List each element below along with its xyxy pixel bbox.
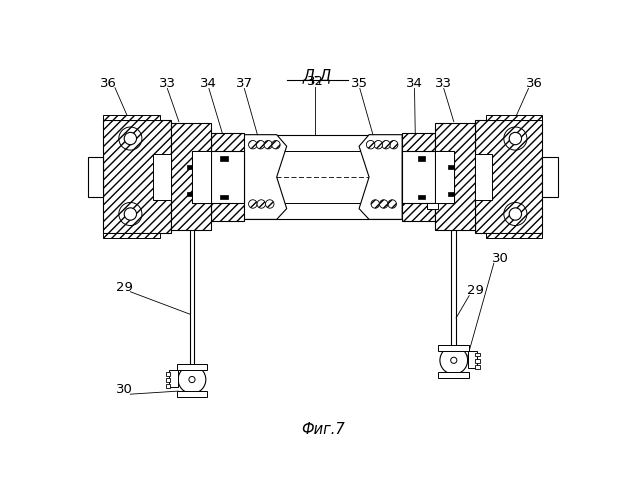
Bar (467, 351, 477, 368)
Bar (449, 164, 454, 168)
Text: 33: 33 (435, 76, 452, 90)
Text: 33: 33 (159, 76, 176, 90)
Circle shape (388, 200, 396, 208)
Circle shape (389, 140, 398, 149)
Circle shape (264, 140, 272, 149)
Text: 30: 30 (491, 252, 508, 265)
Polygon shape (486, 233, 542, 238)
Bar (186, 164, 192, 168)
Text: 36: 36 (526, 76, 543, 90)
Circle shape (249, 200, 257, 208)
Circle shape (504, 127, 527, 150)
Circle shape (379, 200, 388, 208)
Polygon shape (427, 203, 438, 209)
Polygon shape (88, 157, 103, 197)
Text: 34: 34 (406, 76, 423, 90)
Polygon shape (435, 151, 454, 203)
Circle shape (256, 140, 265, 149)
Circle shape (189, 376, 195, 382)
Polygon shape (402, 133, 435, 221)
Circle shape (178, 366, 206, 394)
Circle shape (119, 127, 142, 150)
Circle shape (367, 140, 375, 149)
Circle shape (440, 346, 467, 374)
Polygon shape (474, 154, 492, 200)
Text: 34: 34 (200, 76, 217, 90)
Bar (166, 384, 170, 388)
Circle shape (509, 208, 522, 220)
Bar (166, 378, 170, 382)
Text: 32: 32 (307, 75, 324, 88)
Bar (438, 372, 469, 378)
Polygon shape (435, 123, 474, 230)
Polygon shape (211, 151, 244, 203)
Bar (166, 372, 170, 376)
Bar (220, 156, 228, 161)
Polygon shape (359, 134, 402, 220)
Bar (475, 365, 480, 369)
Polygon shape (103, 116, 159, 120)
Circle shape (265, 200, 274, 208)
Text: 29: 29 (467, 284, 484, 298)
Text: Фиг.7: Фиг.7 (301, 422, 345, 437)
Polygon shape (103, 233, 159, 238)
Polygon shape (486, 116, 542, 120)
Circle shape (450, 357, 457, 364)
Circle shape (257, 200, 265, 208)
Text: 36: 36 (100, 76, 117, 90)
Text: 37: 37 (236, 76, 253, 90)
Circle shape (119, 202, 142, 226)
Circle shape (124, 208, 137, 220)
Circle shape (272, 140, 280, 149)
Bar (186, 192, 192, 196)
Polygon shape (211, 133, 244, 221)
Polygon shape (474, 120, 542, 233)
Polygon shape (244, 134, 287, 220)
Bar (418, 156, 425, 161)
Bar (220, 194, 228, 200)
Bar (475, 359, 480, 362)
Circle shape (374, 140, 382, 149)
Polygon shape (542, 157, 558, 197)
Polygon shape (402, 151, 435, 203)
Text: 29: 29 (116, 280, 133, 293)
Bar (418, 194, 425, 200)
Bar (176, 391, 207, 398)
Bar (438, 345, 469, 351)
Polygon shape (154, 154, 171, 200)
Text: 35: 35 (352, 76, 369, 90)
Text: Д-Д: Д-Д (303, 68, 332, 83)
Circle shape (504, 202, 527, 226)
Text: 30: 30 (116, 383, 133, 396)
Circle shape (509, 132, 522, 144)
Polygon shape (103, 120, 171, 233)
Bar (176, 364, 207, 370)
Circle shape (249, 140, 257, 149)
Polygon shape (171, 123, 211, 230)
Bar (169, 370, 178, 387)
Bar (449, 192, 454, 196)
Circle shape (371, 200, 379, 208)
Circle shape (124, 132, 137, 144)
Circle shape (382, 140, 390, 149)
Bar (475, 352, 480, 356)
Polygon shape (192, 151, 211, 203)
